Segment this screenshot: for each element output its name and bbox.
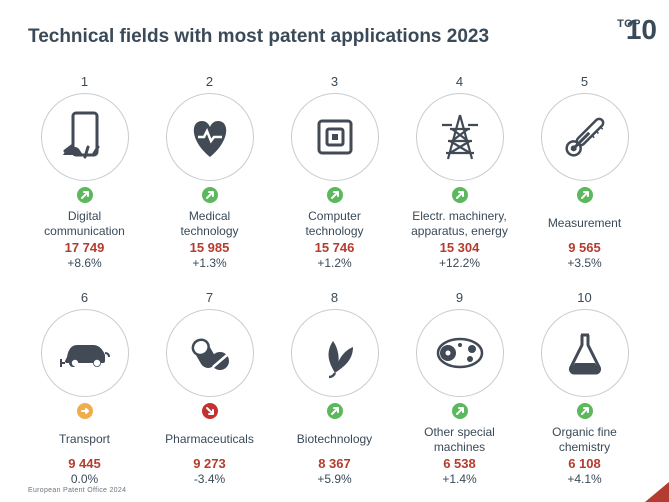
field-change: 0.0% bbox=[28, 472, 141, 486]
icon-circle bbox=[541, 309, 629, 397]
phone-touch-icon bbox=[55, 107, 115, 167]
trend-arrow-icon bbox=[455, 190, 465, 200]
field-value: 6 538 bbox=[403, 456, 516, 471]
field-value: 15 746 bbox=[278, 240, 391, 255]
field-change: +8.6% bbox=[28, 256, 141, 270]
field-item: 10 Organic fine chemistry 6 108+4.1% bbox=[528, 290, 641, 486]
field-value: 9 273 bbox=[153, 456, 266, 471]
ev-car-icon bbox=[55, 323, 115, 383]
trend-arrow-icon bbox=[80, 406, 90, 416]
thermometer-icon bbox=[555, 107, 615, 167]
trend-badge-up bbox=[577, 187, 593, 203]
trend-arrow-icon bbox=[580, 190, 590, 200]
icon-circle bbox=[541, 93, 629, 181]
rank-number: 7 bbox=[153, 290, 266, 305]
footer-credit: European Patent Office 2024 bbox=[28, 487, 126, 494]
icon-circle bbox=[416, 93, 504, 181]
icon-circle bbox=[416, 309, 504, 397]
rank-number: 5 bbox=[528, 74, 641, 89]
rank-number: 8 bbox=[278, 290, 391, 305]
rank-number: 10 bbox=[528, 290, 641, 305]
trend-badge-up bbox=[77, 187, 93, 203]
rank-number: 6 bbox=[28, 290, 141, 305]
field-item: 1 Digital communication 17 749+8.6% bbox=[28, 74, 141, 270]
field-item: 9 Other special machines 6 538+1.4% bbox=[403, 290, 516, 486]
field-label: Pharmaceuticals bbox=[153, 425, 266, 454]
rank-number: 9 bbox=[403, 290, 516, 305]
field-change: +12.2% bbox=[403, 256, 516, 270]
field-change: +5.9% bbox=[278, 472, 391, 486]
field-label: Transport bbox=[28, 425, 141, 454]
icon-circle bbox=[41, 93, 129, 181]
field-change: -3.4% bbox=[153, 472, 266, 486]
field-label: Measurement bbox=[528, 209, 641, 238]
field-item: 5 Measurement 9 565+3.5% bbox=[528, 74, 641, 270]
field-label: Organic fine chemistry bbox=[528, 425, 641, 454]
icon-circle bbox=[291, 93, 379, 181]
field-item: 6 Transport 9 4450.0% bbox=[28, 290, 141, 486]
trend-arrow-icon bbox=[80, 190, 90, 200]
rank-number: 2 bbox=[153, 74, 266, 89]
field-label: Other special machines bbox=[403, 425, 516, 454]
page-title: Technical fields with most patent applic… bbox=[28, 26, 641, 48]
trend-badge-up bbox=[452, 187, 468, 203]
field-label: Biotechnology bbox=[278, 425, 391, 454]
field-value: 9 445 bbox=[28, 456, 141, 471]
trend-badge-up bbox=[327, 403, 343, 419]
gears-belt-icon bbox=[430, 323, 490, 383]
heart-pulse-icon bbox=[180, 107, 240, 167]
icon-circle bbox=[41, 309, 129, 397]
field-label: Digital communication bbox=[28, 209, 141, 238]
field-value: 15 985 bbox=[153, 240, 266, 255]
pills-icon bbox=[180, 323, 240, 383]
field-change: +4.1% bbox=[528, 472, 641, 486]
field-value: 9 565 bbox=[528, 240, 641, 255]
trend-badge-flat bbox=[77, 403, 93, 419]
rank-number: 1 bbox=[28, 74, 141, 89]
field-change: +1.3% bbox=[153, 256, 266, 270]
field-value: 8 367 bbox=[278, 456, 391, 471]
field-change: +3.5% bbox=[528, 256, 641, 270]
field-label: Electr. machinery, apparatus, energy bbox=[403, 209, 516, 238]
field-value: 17 749 bbox=[28, 240, 141, 255]
trend-badge-up bbox=[577, 403, 593, 419]
field-item: 7 Pharmaceuticals 9 273-3.4% bbox=[153, 290, 266, 486]
header: TOP 10 Technical fields with most patent… bbox=[28, 26, 641, 48]
trend-badge-up bbox=[327, 187, 343, 203]
field-value: 15 304 bbox=[403, 240, 516, 255]
trend-arrow-icon bbox=[205, 406, 215, 416]
field-item: 4 Electr. machinery, apparatus, energy 15 … bbox=[403, 74, 516, 270]
trend-arrow-icon bbox=[330, 190, 340, 200]
trend-arrow-icon bbox=[330, 406, 340, 416]
field-label: Computer technology bbox=[278, 209, 391, 238]
icon-circle bbox=[166, 309, 254, 397]
trend-badge-up bbox=[202, 187, 218, 203]
field-item: 3 Computer technology 15 746+1.2% bbox=[278, 74, 391, 270]
field-item: 8 Biotechnology 8 367+5.9% bbox=[278, 290, 391, 486]
trend-arrow-icon bbox=[455, 406, 465, 416]
trend-badge-down bbox=[202, 403, 218, 419]
icon-circle bbox=[166, 93, 254, 181]
field-value: 6 108 bbox=[528, 456, 641, 471]
corner-accent bbox=[645, 482, 669, 502]
trend-arrow-icon bbox=[205, 190, 215, 200]
items-grid: 1 Digital communication 17 749+8.6% 2 Medica… bbox=[28, 74, 641, 486]
leaves-icon bbox=[305, 323, 365, 383]
icon-circle bbox=[291, 309, 379, 397]
field-label: Medical technology bbox=[153, 209, 266, 238]
field-item: 2 Medical technology 15 985+1.3% bbox=[153, 74, 266, 270]
field-change: +1.4% bbox=[403, 472, 516, 486]
flask-icon bbox=[555, 323, 615, 383]
power-tower-icon bbox=[430, 107, 490, 167]
rank-number: 3 bbox=[278, 74, 391, 89]
field-change: +1.2% bbox=[278, 256, 391, 270]
top-number: 10 bbox=[626, 14, 657, 46]
cpu-chip-icon bbox=[305, 107, 365, 167]
trend-badge-up bbox=[452, 403, 468, 419]
trend-arrow-icon bbox=[580, 406, 590, 416]
rank-number: 4 bbox=[403, 74, 516, 89]
